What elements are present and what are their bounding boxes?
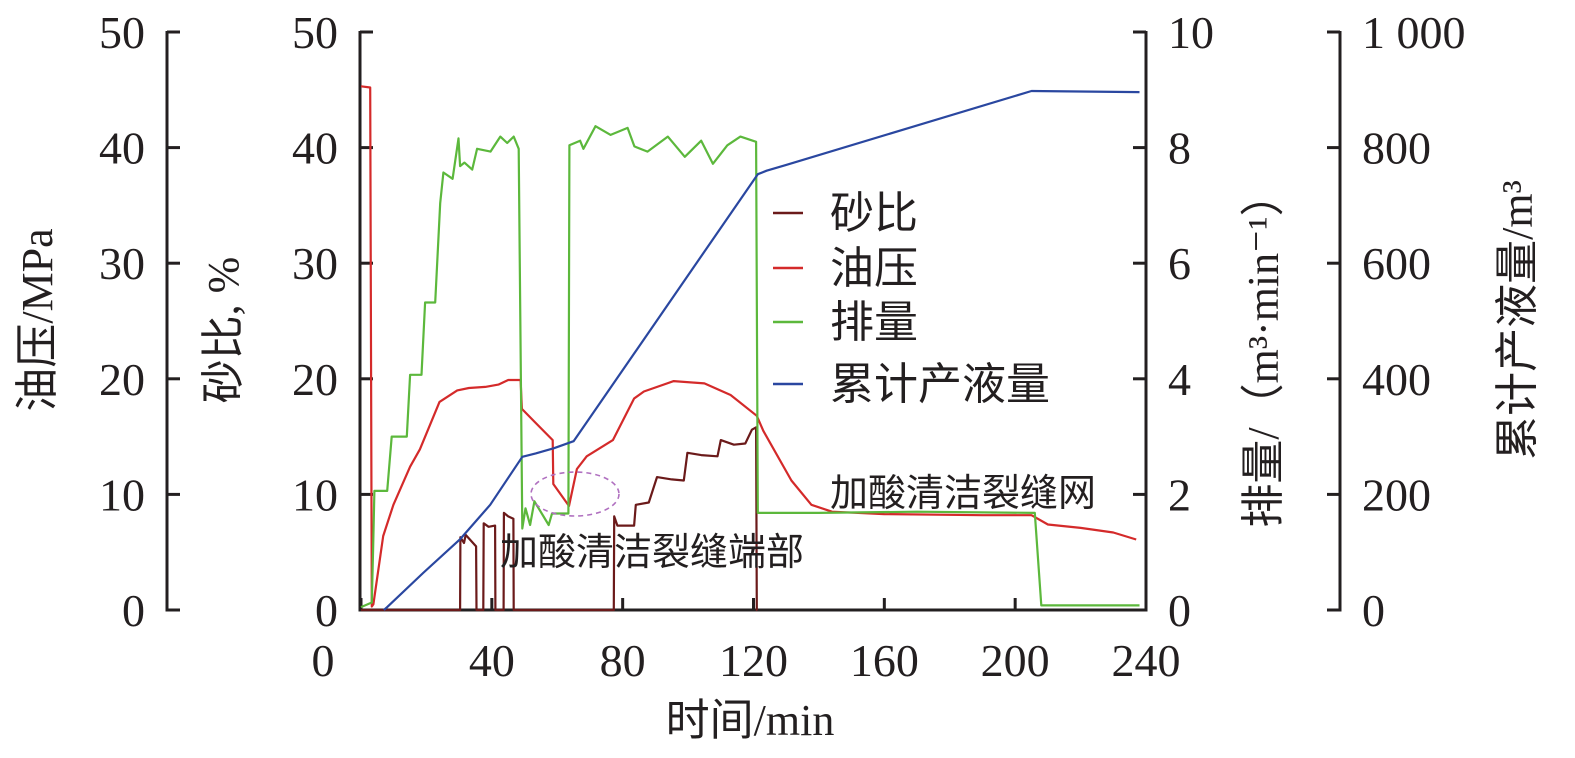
- y-axis-title-pressure: 油压/MPa: [13, 228, 62, 411]
- y-tick-label-cumulative: 800: [1362, 123, 1431, 174]
- x-tick-label: 40: [469, 635, 515, 686]
- legend-label-sand: 砂比: [830, 189, 918, 238]
- y-axis-title-rate: 排量/（m³·min⁻¹）: [1239, 172, 1288, 527]
- y-tick-label-rate: 6: [1168, 238, 1191, 289]
- y-tick-label-cumulative: 200: [1362, 469, 1431, 520]
- annotation-fracture-network: 加酸清洁裂缝网: [830, 473, 1096, 515]
- axes: 0 10 20 30 40 50 油压/MPa 0 10 20 30 40 50 砂比, % 0 2 4 6 8 10…: [13, 7, 1542, 686]
- y-tick-label-cumulative: 600: [1362, 238, 1431, 289]
- y-tick-label-cumulative: 1 000: [1362, 7, 1466, 58]
- y-axis-title-cumulative: 累计产液量/m³: [1493, 180, 1542, 460]
- y-tick-label-sand: 40: [292, 123, 338, 174]
- x-tick-label: 240: [1112, 635, 1181, 686]
- y-tick-label-sand: 30: [292, 238, 338, 289]
- highlight-ellipse: [530, 471, 620, 517]
- legend-label-cumulative: 累计产液量: [830, 360, 1050, 409]
- series-line-sand: [361, 426, 758, 612]
- annotation-fracture-tip: 加酸清洁裂缝端部: [500, 532, 804, 574]
- y-tick-label-pressure: 50: [99, 7, 145, 58]
- y-tick-label-pressure: 0: [122, 585, 145, 636]
- legend-label-rate: 排量: [830, 298, 918, 347]
- y-tick-label-rate: 2: [1168, 469, 1191, 520]
- x-axis-title: 时间/min: [666, 696, 835, 745]
- y-tick-label-cumulative: 0: [1362, 585, 1385, 636]
- series-line-cumulative: [383, 89, 1140, 611]
- x-tick-label: 160: [850, 635, 919, 686]
- y-tick-label-sand: 10: [292, 469, 338, 520]
- series-line-rate: [360, 125, 1140, 609]
- y-tick-label-pressure: 10: [99, 469, 145, 520]
- x-tick-label: 0: [312, 635, 335, 686]
- y-tick-label-rate: 8: [1168, 123, 1191, 174]
- series-layer: [360, 85, 1140, 612]
- x-tick-label: 80: [600, 635, 646, 686]
- x-tick-label: 200: [981, 635, 1050, 686]
- y-axis-title-sand: 砂比, %: [199, 257, 248, 404]
- legend-label-pressure: 油压: [830, 244, 918, 293]
- y-tick-label-sand: 0: [315, 585, 338, 636]
- y-tick-label-cumulative: 400: [1362, 354, 1431, 405]
- y-tick-label-sand: 50: [292, 7, 338, 58]
- y-tick-label-pressure: 30: [99, 238, 145, 289]
- y-tick-label-rate: 4: [1168, 354, 1191, 405]
- y-tick-label-rate: 0: [1168, 585, 1191, 636]
- y-tick-label-sand: 20: [292, 354, 338, 405]
- series-line-pressure: [360, 85, 1137, 608]
- y-tick-label-pressure: 20: [99, 354, 145, 405]
- y-tick-label-pressure: 40: [99, 123, 145, 174]
- x-tick-label: 120: [719, 635, 788, 686]
- y-tick-label-rate: 10: [1168, 7, 1214, 58]
